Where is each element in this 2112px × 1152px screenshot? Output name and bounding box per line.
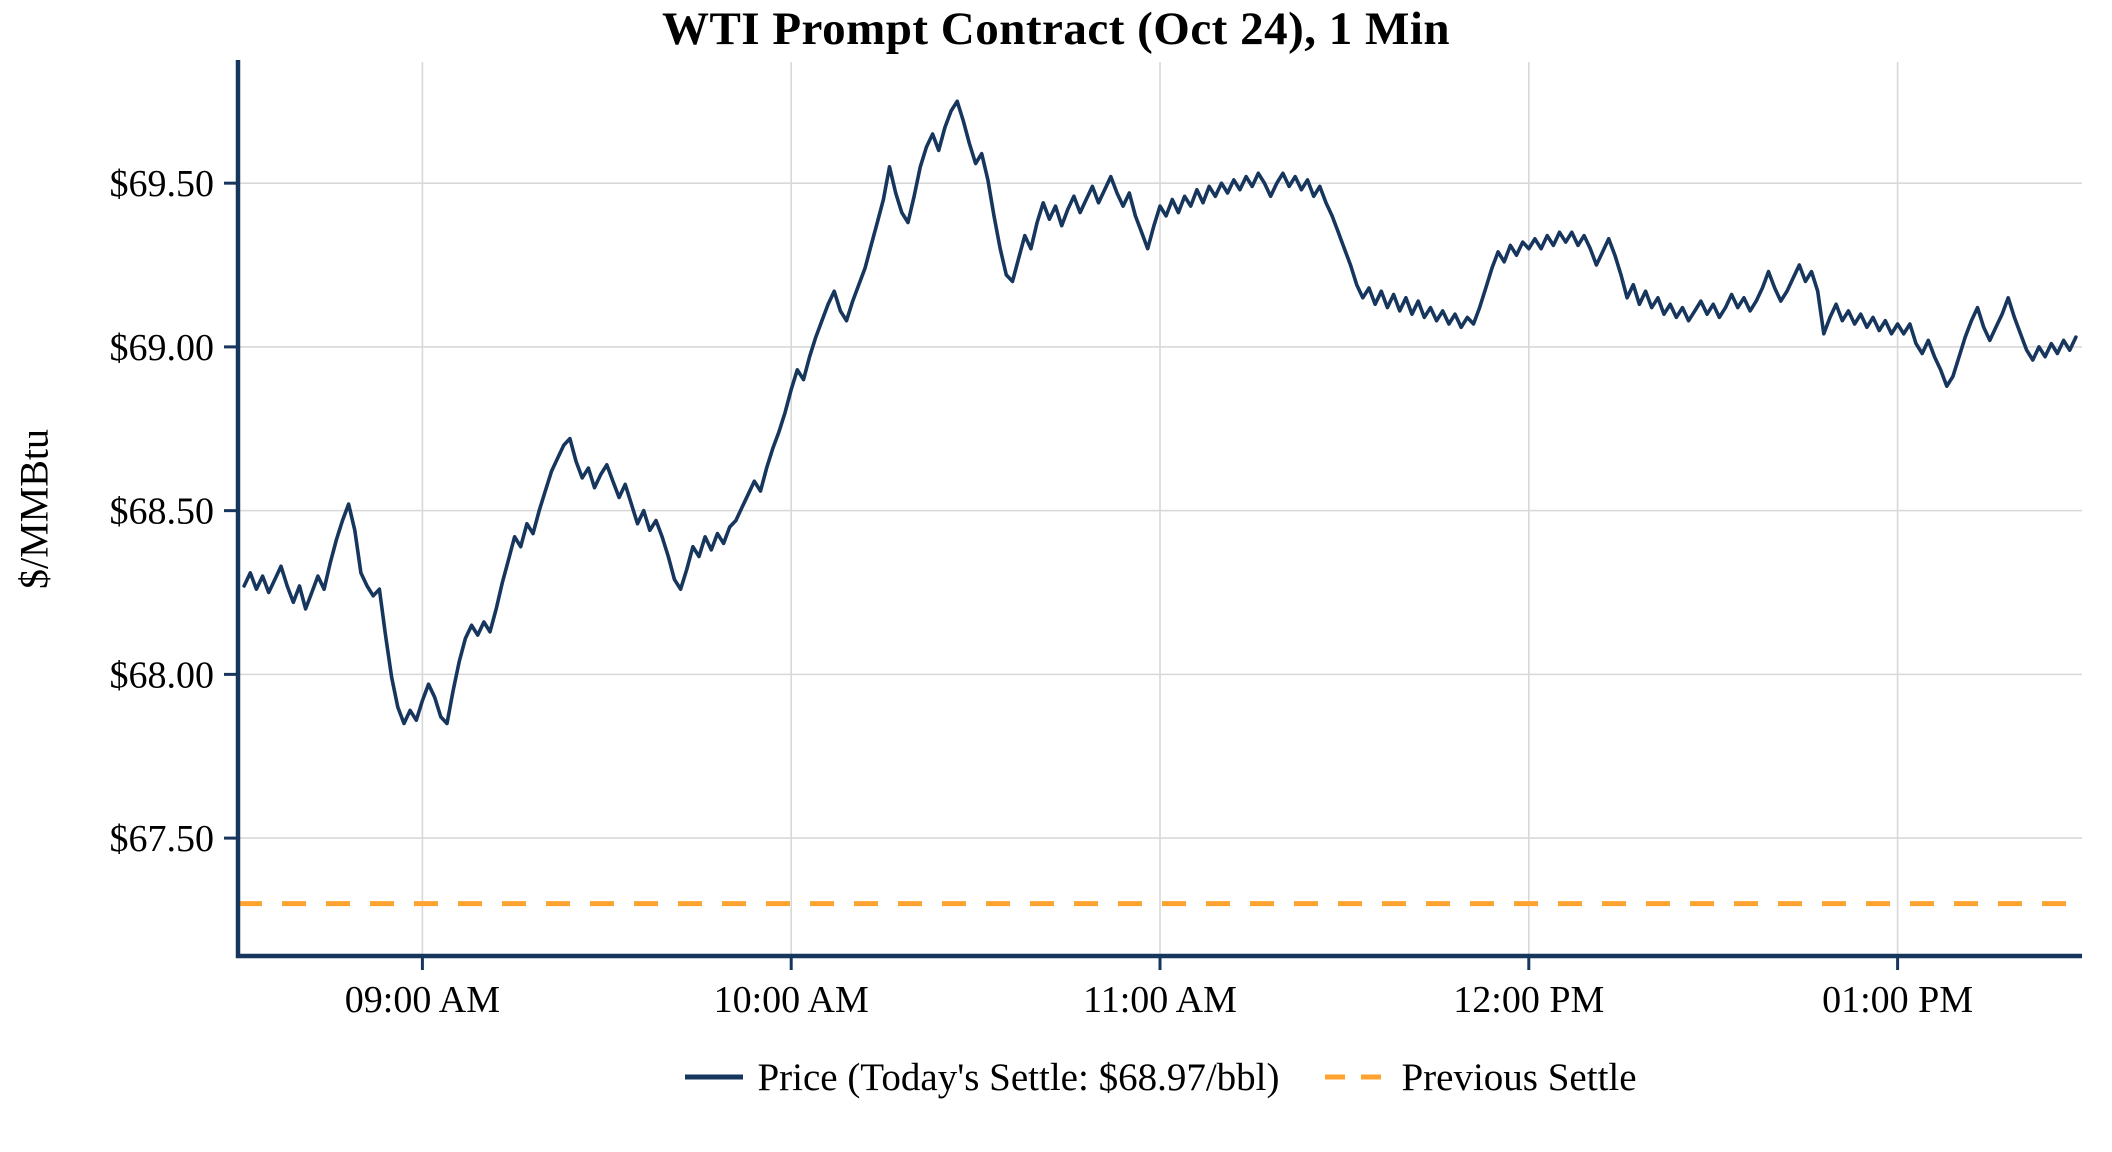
y-tick-label: $69.00 [110, 327, 215, 369]
x-tick-label: 09:00 AM [345, 979, 500, 1021]
legend-price-label: Price (Today's Settle: $68.97/bbl) [757, 1055, 1280, 1099]
y-tick-label: $68.50 [110, 491, 215, 533]
x-tick-label: 01:00 PM [1822, 979, 1973, 1021]
x-tick-label: 11:00 AM [1083, 979, 1237, 1021]
x-tick-label: 10:00 AM [714, 979, 869, 1021]
legend-item-price: Price (Today's Settle: $68.97/bbl) [683, 1055, 1279, 1100]
legend-prev-settle-label: Previous Settle [1401, 1055, 1637, 1099]
prev-settle-line-sample-icon [1325, 1074, 1388, 1080]
legend-item-prev-settle: Previous Settle [1323, 1055, 1637, 1100]
price-line [242, 99, 2078, 726]
x-tick-label: 12:00 PM [1453, 979, 1604, 1021]
y-tick-label: $68.00 [110, 654, 215, 696]
y-tick-label: $67.50 [110, 818, 215, 860]
y-tick-label: $69.50 [110, 163, 215, 205]
chart-title: WTI Prompt Contract (Oct 24), 1 Min [661, 3, 1451, 55]
chart-legend: Price (Today's Settle: $68.97/bbl) Previ… [238, 1042, 2082, 1112]
price-line-sample-icon [685, 1074, 744, 1080]
